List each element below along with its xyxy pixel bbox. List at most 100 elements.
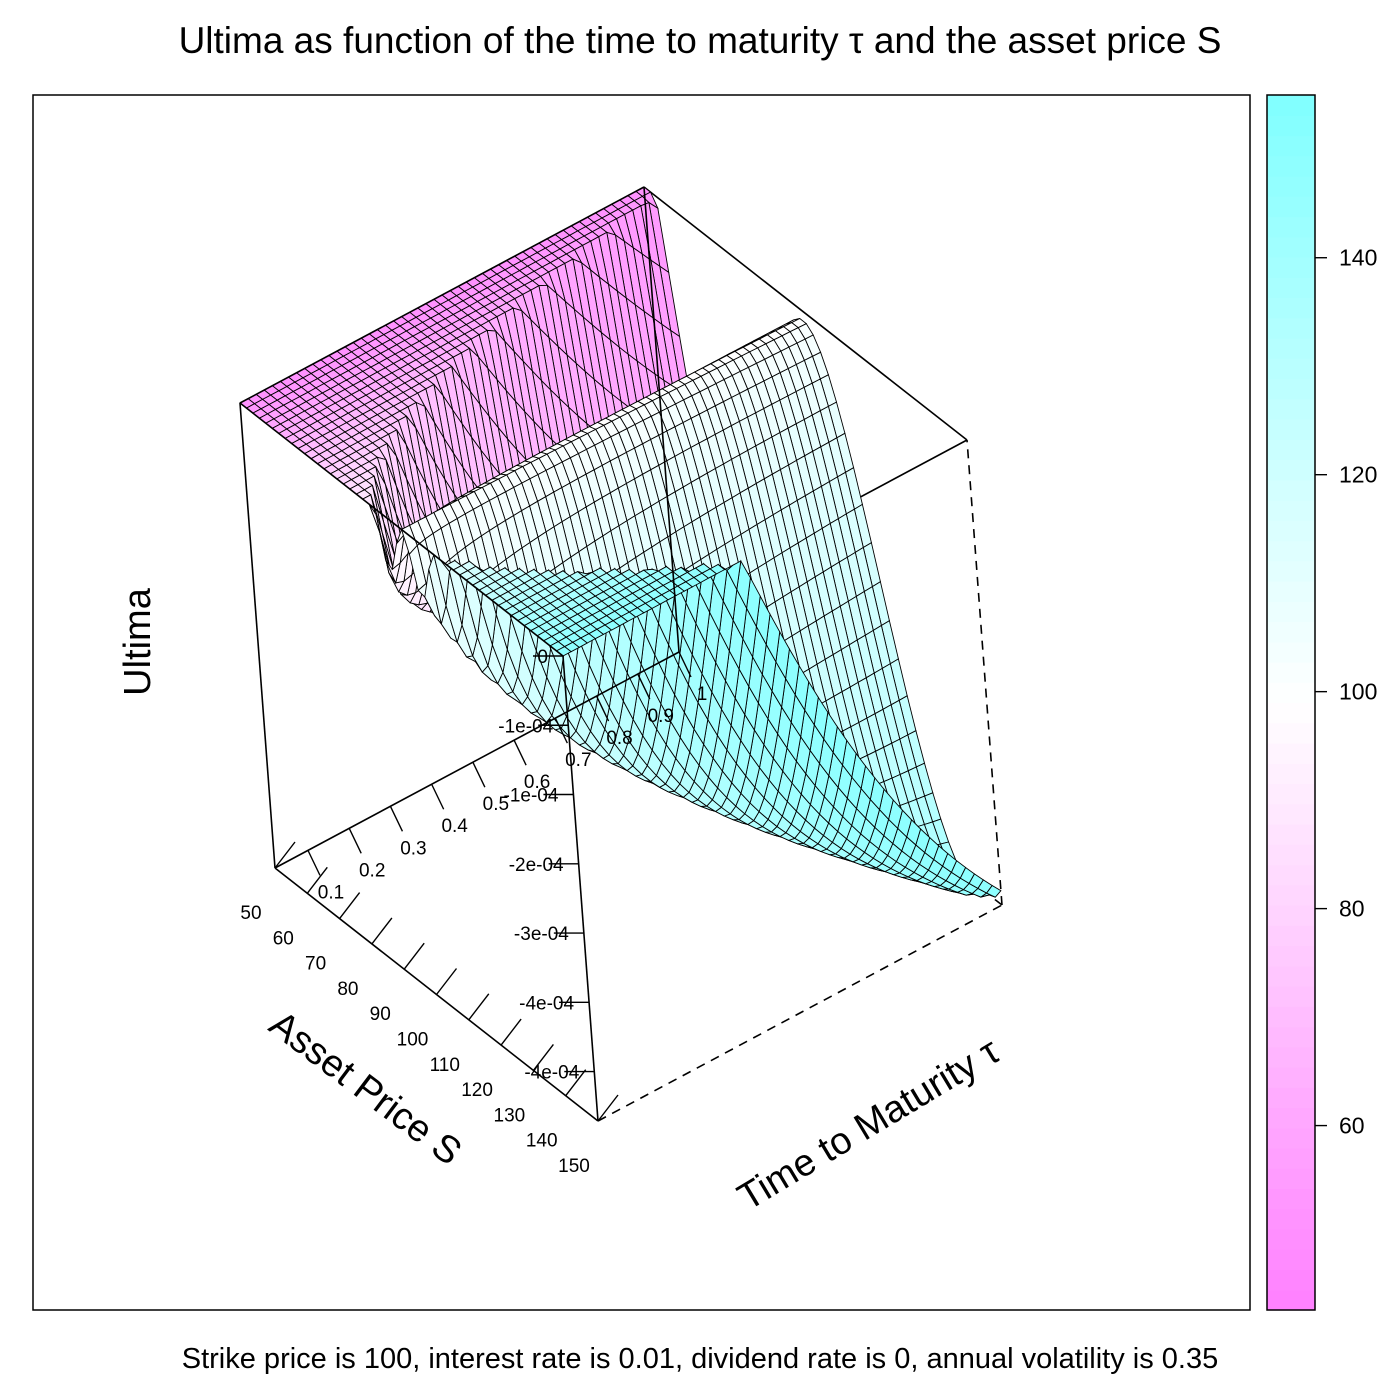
x-tick-label: 90	[370, 1004, 391, 1025]
colorbar-band	[1267, 358, 1315, 380]
colorbar-band	[1267, 236, 1315, 258]
x-tick-mark	[597, 1094, 619, 1122]
y-tick-label: 0.4	[441, 816, 468, 837]
chart-title: Ultima as function of the time to maturi…	[179, 20, 1222, 61]
colorbar-band	[1267, 257, 1315, 278]
y-tick-label: 0.1	[318, 882, 344, 903]
colorbar-band	[1267, 540, 1315, 562]
y-tick-mark	[348, 828, 362, 854]
colorbar-tick-label: 100	[1339, 679, 1377, 705]
front-vertical-edge	[239, 402, 276, 869]
colorbar-band	[1267, 1208, 1315, 1230]
colorbar-band	[1267, 641, 1315, 663]
colorbar-band	[1267, 439, 1315, 461]
x-tick-label: 140	[526, 1131, 558, 1152]
colorbar-band	[1267, 1168, 1315, 1190]
z-tick-label: 0	[537, 647, 548, 668]
z-axis-label: Ultima	[117, 587, 159, 696]
colorbar-band	[1267, 1107, 1315, 1129]
y-tick-mark	[307, 850, 321, 876]
x-tick-mark	[500, 1018, 522, 1046]
colorbar-band	[1267, 1067, 1315, 1088]
z-tick-label: -4e-04	[519, 993, 574, 1014]
colorbar-band	[1267, 1229, 1315, 1250]
y-tick-mark	[595, 695, 610, 722]
colorbar-band	[1267, 520, 1315, 542]
plot-frame	[32, 94, 1251, 1311]
colorbar-band	[1267, 743, 1315, 764]
surface-mesh	[239, 186, 1002, 898]
x-tick-mark	[532, 1043, 554, 1071]
x-tick-mark	[403, 942, 425, 970]
colorbar-band	[1267, 621, 1315, 643]
z-tick-label: -1e-04	[498, 716, 553, 737]
colorbar-band	[1267, 945, 1315, 967]
colorbar-band	[1267, 1289, 1315, 1311]
colorbar-band	[1267, 662, 1315, 683]
y-tick-label: 0.2	[359, 860, 385, 881]
colorbar-band	[1267, 702, 1315, 724]
colorbar-band	[1267, 297, 1315, 319]
y-tick-mark	[389, 805, 404, 832]
z-tick-label: -1e-04	[504, 786, 559, 807]
colorbar-tick-label: 120	[1339, 462, 1377, 488]
colorbar-band	[1267, 905, 1315, 926]
colorbar-band	[1267, 844, 1315, 866]
x-axis-label: Asset Price S	[262, 1003, 469, 1174]
colorbar-tick-label: 140	[1339, 245, 1377, 271]
colorbar-band	[1267, 682, 1315, 704]
colorbar-band	[1267, 783, 1315, 805]
y-tick-label: 0.7	[565, 750, 591, 771]
front-bottom-edge-t	[274, 651, 680, 869]
colorbar-band	[1267, 601, 1315, 623]
colorbar-band	[1267, 1046, 1315, 1068]
x-tick-mark	[339, 892, 361, 920]
colorbar-band	[1267, 277, 1315, 299]
colorbar-band	[1267, 1148, 1315, 1169]
y-tick-label: 0.9	[648, 706, 674, 727]
colorbar-band	[1267, 500, 1315, 521]
colorbar-band	[1267, 803, 1315, 825]
colorbar-band	[1267, 479, 1315, 501]
z-tick-label: -2e-04	[509, 855, 564, 876]
colorbar-band	[1267, 1127, 1315, 1149]
colorbar: 140 120 100 80 60	[1266, 94, 1377, 1311]
colorbar-band	[1267, 824, 1315, 845]
x-tick-mark	[274, 841, 296, 869]
colorbar-band	[1267, 986, 1315, 1007]
y-tick-mark	[472, 761, 486, 788]
colorbar-band	[1267, 1249, 1315, 1271]
x-tick-label: 110	[430, 1055, 460, 1076]
x-tick-label: 150	[558, 1156, 590, 1177]
colorbar-band	[1267, 95, 1315, 116]
colorbar-band	[1267, 763, 1315, 785]
y-tick-label: 0.6	[524, 772, 550, 793]
y-tick-label: 0.5	[483, 794, 509, 815]
y-tick-mark	[513, 739, 527, 766]
colorbar-band	[1267, 722, 1315, 744]
back-vertical-edge	[966, 439, 1003, 906]
x-tick-label: 60	[273, 928, 294, 949]
colorbar-band	[1267, 378, 1315, 400]
colorbar-band	[1267, 560, 1315, 582]
y-tick-mark	[637, 673, 651, 700]
colorbar-band	[1267, 1188, 1315, 1210]
colorbar-band	[1267, 216, 1315, 238]
colorbar-band	[1267, 1087, 1315, 1109]
x-tick-mark	[435, 968, 458, 995]
y-tick-mark	[431, 783, 445, 810]
front-top-edge-t	[239, 186, 645, 404]
colorbar-band	[1267, 155, 1315, 177]
x-tick-mark	[306, 866, 328, 894]
x-tick-label: 80	[337, 979, 358, 1000]
y-tick-label: 0.3	[400, 838, 426, 859]
x-tick-mark	[468, 993, 490, 1021]
x-tick-label: 130	[494, 1105, 526, 1126]
z-tick-label: -3e-04	[514, 924, 569, 945]
colorbar-band	[1267, 864, 1315, 886]
colorbar-band	[1267, 176, 1315, 197]
right-vertical-edge	[643, 186, 680, 653]
x-tick-label: 100	[397, 1030, 429, 1051]
back-top-edge-t	[643, 186, 968, 441]
